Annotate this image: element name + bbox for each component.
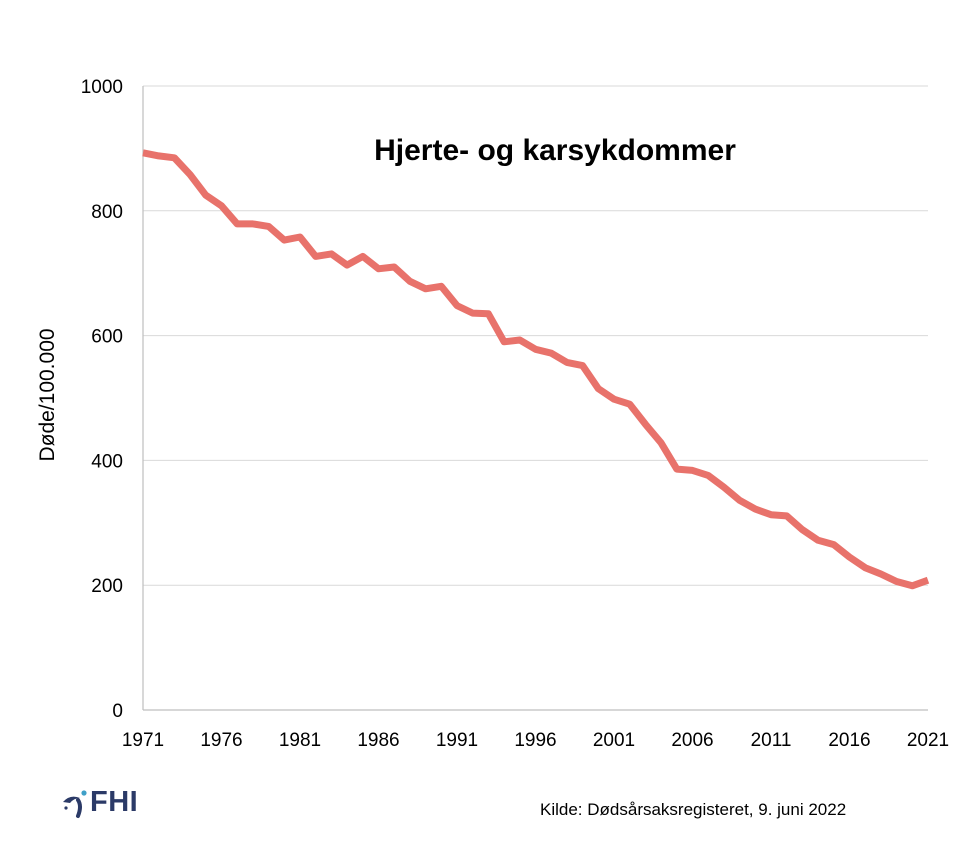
x-tick-label: 1971: [122, 730, 164, 751]
chart-title: Hjerte- og karsykdommer: [374, 134, 736, 167]
y-tick-label: 1000: [81, 77, 123, 98]
fhi-logo: FHI: [60, 786, 150, 822]
y-tick-label: 200: [91, 576, 123, 597]
y-tick-label: 0: [112, 701, 123, 722]
x-tick-label: 2011: [751, 730, 792, 751]
x-tick-label: 2016: [828, 730, 870, 751]
x-tick-label: 1991: [436, 730, 478, 751]
series-group: [142, 149, 930, 590]
y-tick-label: 400: [91, 451, 123, 472]
x-tick-label: 1986: [357, 730, 399, 751]
axes: [142, 86, 928, 711]
x-tick-label: 1981: [279, 730, 321, 751]
x-tick-label: 2006: [671, 730, 713, 751]
series-line: [142, 149, 930, 590]
y-tick-labels: 0 200 400 600 800 1000: [81, 77, 123, 722]
y-tick-label: 800: [91, 202, 123, 223]
fhi-logo-text: FHI: [90, 786, 139, 818]
gridlines: [143, 85, 928, 586]
x-tick-label: 2001: [593, 730, 635, 751]
fhi-logo-icon: [63, 790, 87, 818]
x-tick-label: 2021: [907, 730, 949, 751]
x-tick-label: 1996: [514, 730, 556, 751]
y-tick-label: 600: [91, 327, 123, 348]
x-tick-label: 1976: [200, 730, 242, 751]
y-axis-title: Døde/100.000: [36, 328, 59, 461]
source-note: Kilde: Dødsårsaksregisteret, 9. juni 202…: [540, 800, 847, 819]
x-tick-labels: 1971 1976 1981 1986 1991 1996 2001 2006 2011 2016…: [122, 730, 949, 751]
